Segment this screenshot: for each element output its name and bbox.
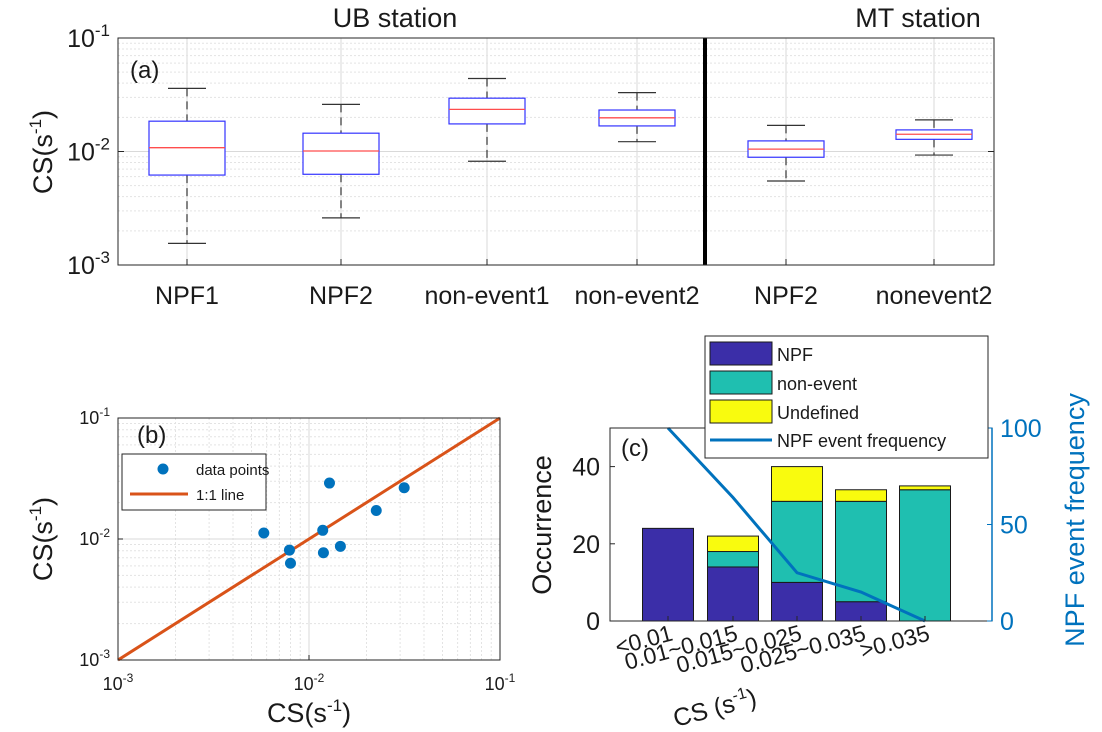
panel-a-yticks: 10-3 10-2 10-1 xyxy=(67,21,994,280)
panel-c-xtick-label: >0.035 xyxy=(857,620,932,663)
panel-c-label: (c) xyxy=(621,435,649,462)
panel-a-xtick-label: NPF1 xyxy=(155,282,219,310)
panel-a-xtick-label: non-event1 xyxy=(424,282,549,310)
panel-b-ytick-label: 10-1 xyxy=(79,405,110,428)
panel-a-boxplot: 10-3 10-2 10-1 NPF1 NPF2 non-event1 non-event… xyxy=(26,3,995,310)
ub-station-title: UB station xyxy=(333,3,458,33)
panel-c-marks xyxy=(642,426,951,623)
panel-b-scatter: 10-310-3 10-2 10-2 10-1 10-1 (b) data points… xyxy=(26,405,516,728)
legend-non-event-swatch xyxy=(709,370,773,395)
panel-b-xtick-label: 10-3 xyxy=(103,671,134,694)
panel-c-ytick-label-right: 50 xyxy=(1000,512,1028,540)
box-5 xyxy=(747,124,825,182)
panel-c-ytick-label-right: 100 xyxy=(1000,415,1042,443)
data-point xyxy=(334,540,346,552)
panel-b-xlabel: CS(s-1) xyxy=(267,696,351,728)
panel-b-legend: data points 1:1 line xyxy=(121,453,269,511)
bar-segment-non-event xyxy=(899,489,951,622)
data-point xyxy=(317,547,329,559)
panel-c-ytick-label: 20 xyxy=(572,531,600,559)
bar-segment-non-event xyxy=(707,551,759,568)
bar-segment-npf xyxy=(707,566,759,622)
panel-a-ytick-label: 10-3 xyxy=(67,248,110,280)
bar-segment-undefined xyxy=(835,489,887,502)
bar-segment-undefined xyxy=(771,466,823,502)
panel-c-bar: 02040050100<0.010.01~0.0150.015~0.0250.0… xyxy=(527,335,1090,732)
panel-b-xtick-label: 10-1 xyxy=(485,671,516,694)
bar-segment-non-event xyxy=(771,500,823,583)
box-2 xyxy=(302,103,380,219)
panel-c-xlabel: CS (s-1) xyxy=(670,683,760,732)
panel-c-ylabel: Occurrence xyxy=(527,455,557,595)
panel-b-xtick-label: 10-2 xyxy=(294,671,325,694)
panel-a-xtick-label: NPF2 xyxy=(754,282,818,310)
data-point xyxy=(398,482,410,494)
legend-undefined-swatch xyxy=(709,399,773,424)
panel-a-ytick-label: 10-1 xyxy=(67,21,110,53)
legend-one-to-one-label: 1:1 line xyxy=(196,487,244,504)
panel-b-label: (b) xyxy=(137,422,166,449)
legend-data-points-marker xyxy=(157,463,169,475)
bar-segment-undefined xyxy=(707,535,759,553)
panel-a-boxes xyxy=(148,77,973,244)
box-1 xyxy=(148,87,226,244)
box-6 xyxy=(895,119,973,156)
box-3 xyxy=(448,77,526,162)
panel-c-ticks: 02040050100<0.010.01~0.0150.015~0.0250.0… xyxy=(572,415,1042,678)
panel-a-xtick-label: NPF2 xyxy=(309,282,373,310)
panel-b-ylabel: CS(s-1) xyxy=(26,497,58,581)
panel-c-ytick-label: 0 xyxy=(586,608,600,636)
panel-a-ytick-label: 10-2 xyxy=(67,135,110,167)
panel-c-legend: NPF non-event Undefined NPF event freque… xyxy=(704,335,989,459)
panel-c-xtick-label: 0.025~0.035 xyxy=(737,620,868,678)
panel-b-ytick-label: 10-2 xyxy=(79,526,110,549)
panel-a-ylabel: CS(s-1) xyxy=(26,110,58,194)
box-4 xyxy=(598,92,676,143)
bar-segment-undefined xyxy=(899,485,951,491)
panel-a-xticks: NPF1 NPF2 non-event1 non-event2 NPF2 nonevent… xyxy=(155,259,992,310)
panel-a-xtick-label: non-event2 xyxy=(574,282,699,310)
iqr-box xyxy=(302,132,380,175)
legend-undefined-label: Undefined xyxy=(777,403,859,423)
legend-npf-swatch xyxy=(709,341,773,366)
panel-c-ytick-label-right: 0 xyxy=(1000,608,1014,636)
panel-b-legend-box xyxy=(121,453,267,511)
bar-segment-npf xyxy=(642,527,694,622)
legend-npf-label: NPF xyxy=(777,345,813,365)
one-to-one-line xyxy=(117,416,501,662)
panel-a-grid xyxy=(118,38,994,265)
mt-station-title: MT station xyxy=(855,3,981,33)
panel-a-label: (a) xyxy=(130,57,159,84)
legend-frequency-label: NPF event frequency xyxy=(777,431,946,451)
data-point xyxy=(323,477,335,489)
iqr-box xyxy=(448,97,526,125)
bar-segment-npf xyxy=(771,581,823,622)
bar-segment-non-event xyxy=(835,500,887,603)
frequency-line xyxy=(666,426,926,623)
data-point xyxy=(258,527,270,539)
panel-c-ylabel-right: NPF event frequency xyxy=(1060,393,1090,647)
data-point xyxy=(284,557,296,569)
data-point xyxy=(283,544,295,556)
legend-non-event-label: non-event xyxy=(777,374,857,394)
panel-b-ytick-label: 10-3 xyxy=(79,647,110,670)
panel-b-marks xyxy=(117,416,501,662)
data-point xyxy=(370,505,382,517)
panel-c-ytick-label: 40 xyxy=(572,454,600,482)
panel-a-xtick-label: nonevent2 xyxy=(876,282,993,310)
panel-b-ticks: 10-310-3 10-2 10-2 10-1 10-1 xyxy=(79,405,515,694)
data-point xyxy=(317,524,329,536)
legend-data-points-label: data points xyxy=(196,462,269,479)
